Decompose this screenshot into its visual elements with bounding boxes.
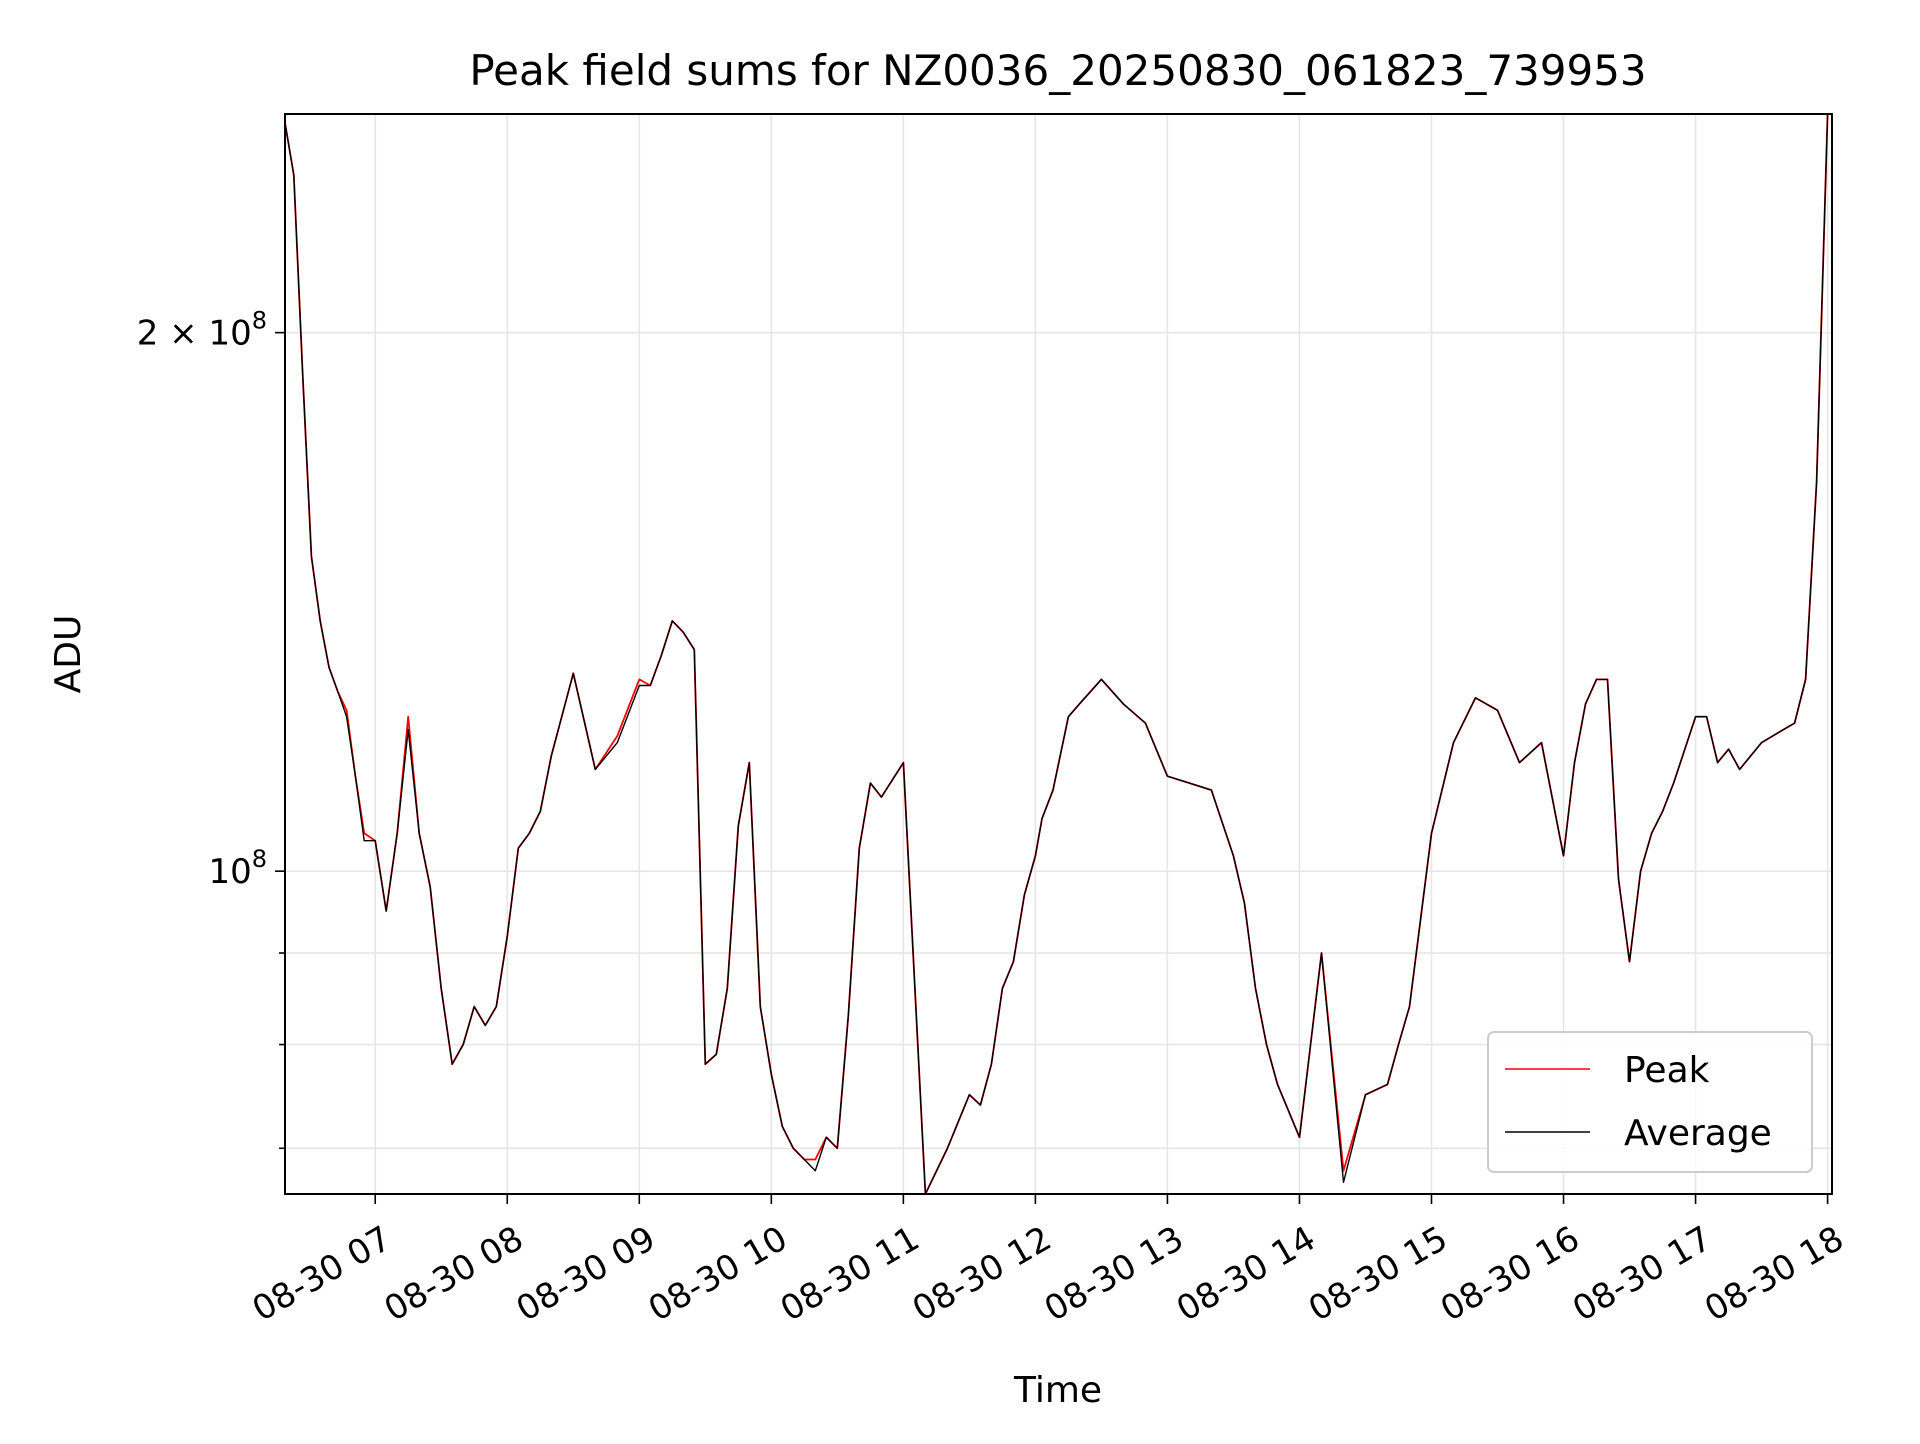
y-axis-label: ADU: [48, 615, 89, 694]
chart-title: Peak field sums for NZ0036_20250830_0618…: [469, 46, 1646, 95]
plot-frame: [284, 113, 1833, 1195]
series-layer: [284, 113, 1829, 1195]
legend: Peak Average: [1487, 1031, 1813, 1173]
legend-box: [1487, 1031, 1813, 1173]
legend-peak-label: Peak: [1624, 1050, 1710, 1091]
x-axis-label: Time: [1013, 1370, 1102, 1411]
series-line-average: [284, 113, 1829, 1195]
y-tick-label: 2 × 108: [137, 307, 267, 354]
y-tick-label: 108: [208, 845, 267, 892]
legend-average-label: Average: [1624, 1113, 1772, 1154]
